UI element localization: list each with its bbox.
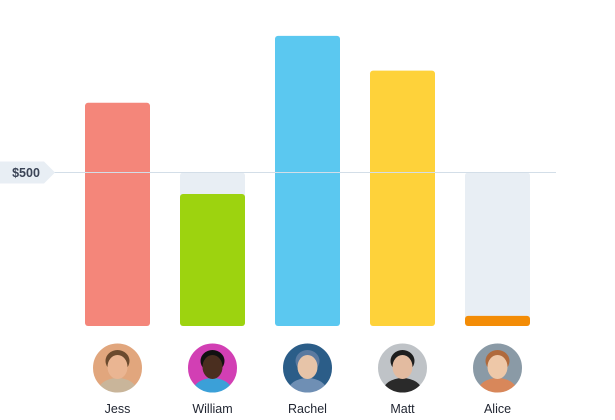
avatar-alice xyxy=(472,343,523,393)
avatar-rachel xyxy=(282,343,333,393)
bar-alice[interactable] xyxy=(465,315,530,326)
avatar-william xyxy=(187,343,238,393)
target-layer: $500 xyxy=(0,161,556,184)
bar-label-william: William xyxy=(192,402,232,416)
person-avatar-icon xyxy=(187,342,238,394)
avatars-layer xyxy=(92,342,523,394)
person-avatar-icon xyxy=(472,342,523,394)
bar-label-alice: Alice xyxy=(484,402,511,416)
bars-layer xyxy=(85,35,530,327)
target-tag xyxy=(0,161,55,184)
bar-label-jess: Jess xyxy=(105,402,131,416)
bar-matt[interactable] xyxy=(370,70,435,327)
bar-track-alice xyxy=(465,172,530,326)
person-avatar-icon xyxy=(282,342,333,394)
bar-william[interactable] xyxy=(180,193,245,326)
target-label: $500 xyxy=(12,166,40,180)
bar-label-matt: Matt xyxy=(390,402,415,416)
avatar-jess xyxy=(92,343,143,393)
bar-rachel[interactable] xyxy=(275,35,340,326)
avatar-matt xyxy=(377,343,428,393)
person-avatar-icon xyxy=(92,342,143,394)
bar-jess[interactable] xyxy=(85,102,150,326)
labels-layer: Jess William Rachel Matt Alice xyxy=(105,402,511,416)
person-avatar-icon xyxy=(377,342,428,394)
bar-label-rachel: Rachel xyxy=(288,402,327,416)
